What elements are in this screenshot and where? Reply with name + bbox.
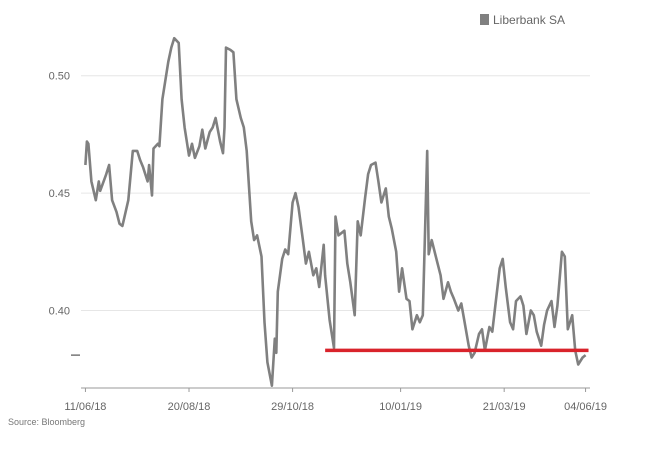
series-group xyxy=(84,36,587,387)
x-tick-label: 04/06/19 xyxy=(564,401,607,413)
legend-swatch xyxy=(480,14,489,25)
x-tick-label: 29/10/18 xyxy=(271,401,314,413)
x-tick-label: 11/06/18 xyxy=(64,401,106,413)
legend: Liberbank SA xyxy=(480,13,565,27)
legend-label: Liberbank SA xyxy=(493,13,565,27)
series-line xyxy=(84,36,587,387)
x-tick-label: 10/01/19 xyxy=(379,401,422,413)
x-axis-ticks: 11/06/18 20/08/18 29/10/18 10/01/19 21/03/19… xyxy=(64,388,607,413)
y-tick-label: 0.40 xyxy=(49,306,70,318)
y-axis-ticks: 0.50 0.45 0.40 xyxy=(49,71,80,356)
x-tick-label: 20/08/18 xyxy=(168,401,211,413)
source-note: Source: Bloomberg xyxy=(8,417,86,427)
y-tick-label: 0.45 xyxy=(49,188,70,200)
x-tick-label: 21/03/19 xyxy=(483,401,526,413)
y-tick-label: 0.50 xyxy=(49,71,70,83)
